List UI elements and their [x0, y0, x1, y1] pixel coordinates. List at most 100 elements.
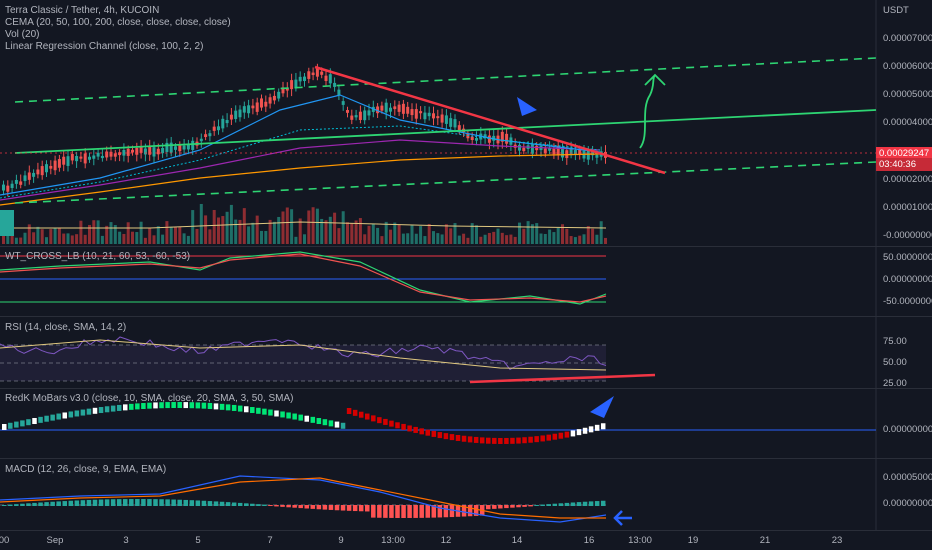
mobar: [328, 420, 334, 427]
macd-hist-bar: [504, 505, 509, 509]
macd-hist-bar: [189, 500, 195, 506]
macd-hist-bar: [104, 499, 110, 506]
volume-bar: [354, 220, 358, 244]
volume-bar: [565, 228, 569, 244]
macd-hist-bar: [600, 500, 606, 506]
mobar: [268, 409, 273, 416]
candle-body: [234, 110, 238, 119]
macd-hist-bar: [225, 502, 231, 506]
macd-hist-bar: [141, 499, 146, 506]
candle-body: [354, 115, 358, 118]
candle-body: [178, 145, 182, 152]
last-price-badge: 0.00029247: [876, 147, 932, 160]
candle-body: [440, 114, 444, 123]
mobar: [389, 420, 394, 427]
volume-bar: [307, 210, 311, 244]
candle-body: [457, 125, 461, 131]
candle-body: [552, 148, 556, 155]
candle-body: [247, 105, 251, 114]
pane-divider[interactable]: [0, 458, 932, 459]
macd-hist-bar: [153, 499, 158, 506]
volume-bar: [492, 231, 496, 244]
macd-hist-bar: [92, 499, 98, 506]
macd-hist-bar: [165, 499, 170, 506]
volume-bar: [561, 224, 564, 244]
volume-bar: [66, 233, 70, 244]
macd-hist-bar: [110, 499, 116, 506]
volume-bar: [165, 221, 169, 244]
candle-body: [27, 172, 31, 180]
macd-hist-bar: [14, 504, 19, 506]
pane-divider[interactable]: [0, 388, 932, 389]
pane-divider[interactable]: [0, 316, 932, 317]
macd-hist-bar: [383, 505, 388, 518]
candle-body: [118, 152, 122, 156]
time-tick: Sep: [46, 535, 64, 546]
mobar: [183, 402, 188, 409]
candle-body: [530, 144, 534, 154]
volume-bar: [272, 221, 276, 244]
volume-bar: [358, 218, 362, 244]
macd-hist-bar: [407, 505, 412, 518]
macd-hist-bar: [171, 499, 176, 506]
candle-body: [19, 181, 23, 185]
candle-body: [328, 74, 332, 84]
rsi-ma-line: [0, 339, 607, 371]
annotation-arrow-icon: [517, 97, 537, 116]
volume-bar: [548, 229, 552, 244]
volume-bar: [62, 233, 66, 244]
macd-hist-bar: [516, 505, 521, 508]
volume-bar: [53, 228, 57, 244]
candle-body: [337, 89, 341, 96]
mobar: [449, 434, 455, 441]
macd-hist-bar: [540, 504, 545, 506]
volume-bar: [324, 220, 328, 244]
candle-body: [204, 134, 208, 138]
ema-50-line: [0, 125, 601, 199]
mobar: [98, 407, 104, 414]
candle-body: [410, 109, 414, 116]
volume-bar: [247, 226, 251, 244]
macd-hist-bar: [183, 499, 188, 506]
macd-hist-bar: [486, 505, 491, 510]
mobar: [479, 437, 485, 444]
macd-hist-bar: [395, 505, 400, 518]
mobar: [104, 406, 110, 413]
volume-bar: [294, 236, 298, 244]
volume-bar: [40, 229, 44, 244]
macd-hist-bar: [365, 505, 370, 512]
macd-hist-bar: [74, 500, 80, 506]
macd-hist-bar: [20, 503, 25, 506]
volume-bar: [509, 234, 513, 244]
mobar: [310, 416, 316, 423]
mobar: [123, 404, 128, 411]
regression-upper-line: [14, 57, 877, 103]
macd-hist-bar: [207, 501, 213, 506]
candle-body: [591, 151, 595, 156]
macd-hist-bar: [201, 500, 207, 506]
candle-body: [453, 119, 457, 128]
mobar: [594, 424, 600, 431]
mobar: [540, 435, 545, 442]
mobar: [467, 436, 473, 443]
mobar: [510, 437, 515, 444]
volume-bar: [143, 237, 147, 244]
candle-body: [303, 76, 306, 81]
mobar: [14, 421, 19, 428]
volume-bar: [380, 236, 384, 244]
macd-hist-bar: [492, 505, 497, 509]
volume-bar: [113, 224, 117, 244]
volume-bar: [19, 237, 23, 244]
macd-hist-bar: [413, 505, 418, 518]
volume-bar: [169, 226, 173, 244]
macd-hist-bar: [286, 505, 291, 508]
volume-bar: [350, 223, 354, 244]
mobar: [455, 434, 461, 441]
candle-body: [285, 87, 289, 91]
time-axis-divider: [0, 530, 932, 531]
volume-bar: [122, 233, 126, 244]
pane-divider[interactable]: [0, 246, 932, 247]
mobar: [425, 429, 430, 436]
